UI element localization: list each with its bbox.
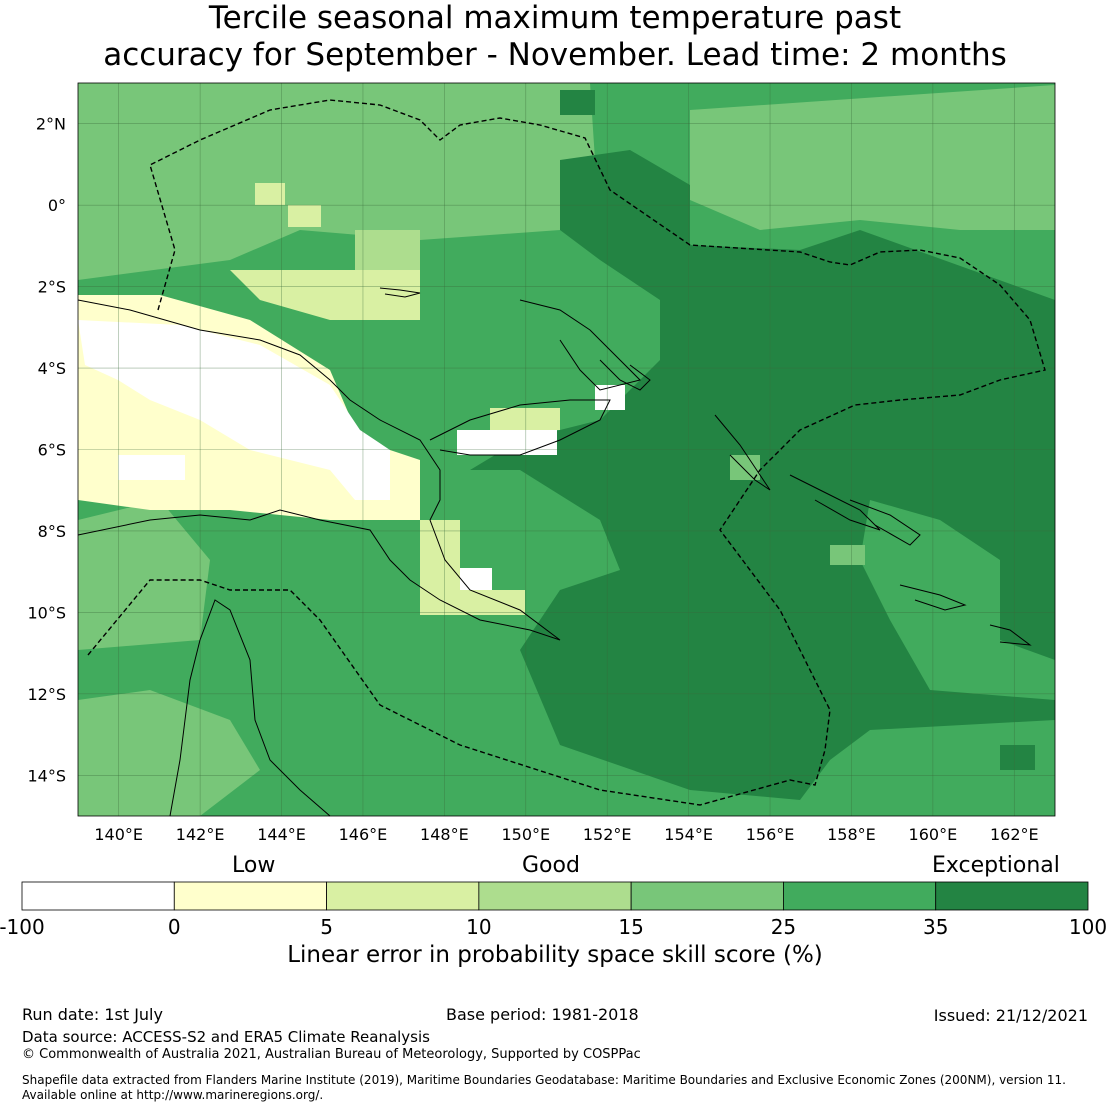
coastline-solomons-1	[789, 474, 881, 531]
field-cell-low-3	[490, 408, 560, 430]
field-zone-moderate-south	[78, 690, 260, 816]
coastline-australia	[169, 599, 331, 817]
colorbar-tick-label: -100	[0, 915, 45, 939]
colorbar-tick-label: 35	[923, 915, 948, 939]
colorbar-caption-good: Good	[522, 853, 580, 878]
colorbar-ticks: -100 0 5 10 15 25 35 100	[0, 915, 1107, 939]
run-date: Run date: 1st July	[22, 1005, 163, 1024]
coastline-new-guinea	[77, 299, 561, 641]
lon-tick-label: 154°E	[664, 825, 713, 844]
lon-tick-label: 144°E	[257, 825, 306, 844]
field-cell-negative-2	[457, 430, 557, 455]
eez-png	[87, 99, 1046, 806]
lon-tick-label: 162°E	[990, 825, 1039, 844]
field-cell-negative-1	[118, 455, 185, 480]
lon-tick-label: 142°E	[176, 825, 225, 844]
lon-tick-label: 160°E	[909, 825, 958, 844]
copyright-notice: © Commonwealth of Australia 2021, Austra…	[22, 1047, 641, 1062]
title-line-1: Tercile seasonal maximum temperature pas…	[208, 0, 902, 36]
lon-tick-label: 140°E	[94, 825, 143, 844]
colorbar-caption-exceptional: Exceptional	[932, 853, 1060, 878]
graticule	[78, 83, 1055, 816]
lat-tick-label: 12°S	[27, 685, 66, 704]
colorbar	[21, 881, 1089, 911]
field-cell-negative-3	[595, 385, 625, 410]
eez-boundaries	[87, 99, 1046, 806]
lon-tick-label: 150°E	[501, 825, 550, 844]
title-line-2: accuracy for September - November. Lead …	[103, 37, 1007, 73]
lon-tick-label: 146°E	[339, 825, 388, 844]
coastline-new-ireland	[599, 359, 651, 391]
field-cell-low-2	[288, 205, 321, 227]
map-frame	[77, 82, 1056, 817]
field-cell-mod-2	[830, 545, 865, 565]
lat-tick-label: 10°S	[27, 603, 66, 622]
colorbar-segment	[478, 881, 632, 911]
field-cell-negative-4	[457, 568, 492, 590]
longitude-ticks: 140°E 142°E 144°E 146°E 148°E 150°E 152°E 154°E…	[94, 825, 1038, 844]
colorbar-segment	[935, 881, 1089, 911]
base-period: Base period: 1981-2018	[446, 1005, 639, 1024]
coastline-admiralty	[379, 287, 421, 298]
colorbar-tick-label: 15	[618, 915, 643, 939]
field-zone-moderate-north	[78, 83, 595, 280]
lat-tick-label: 2°S	[38, 278, 66, 297]
coastline-new-britain	[519, 299, 641, 391]
field-cell-exceptional-se	[1000, 745, 1035, 770]
colorbar-label: Linear error in probability space skill …	[287, 942, 823, 968]
colorbar-tick-label: 5	[320, 915, 333, 939]
colorbar-tick-label: 25	[771, 915, 796, 939]
coastline-bougainville	[714, 414, 771, 491]
lat-tick-label: 0°	[48, 196, 66, 215]
lon-tick-label: 158°E	[827, 825, 876, 844]
field-cell-low-1	[255, 183, 285, 205]
field-cell-exceptional-n	[560, 90, 595, 115]
colorbar-tick-label: 0	[168, 915, 181, 939]
latitude-ticks: 2°N 0° 2°S 4°S 6°S 8°S 10°S 12°S 14°S	[27, 115, 66, 786]
lat-tick-label: 2°N	[36, 115, 66, 134]
data-source: Data source: ACCESS-S2 and ERA5 Climate …	[22, 1028, 430, 1046]
shapefile-credit-2: Available online at http://www.marinereg…	[22, 1088, 324, 1102]
coastline-solomons-4	[989, 624, 1032, 646]
field-zone-low-5-10	[230, 270, 420, 320]
shapefile-credit-1: Shapefile data extracted from Flanders M…	[22, 1073, 1066, 1087]
lon-tick-label: 152°E	[583, 825, 632, 844]
coastlines	[77, 287, 1032, 817]
coastline-north-png	[429, 399, 611, 456]
lat-tick-label: 8°S	[38, 522, 66, 541]
colorbar-caption-low: Low	[232, 853, 276, 878]
field-zone-negative	[78, 320, 390, 500]
colorbar-tick-label: 100	[1069, 915, 1107, 939]
colorbar-segment	[783, 881, 937, 911]
lat-tick-label: 14°S	[27, 766, 66, 785]
coastline-solomons-3	[899, 584, 967, 611]
field-zone-low-10-15	[355, 230, 420, 270]
coastline-solomons-2	[849, 499, 921, 546]
field-zone-high-solomons	[860, 500, 1055, 700]
colorbar-segment	[173, 881, 327, 911]
lat-tick-label: 6°S	[38, 441, 66, 460]
field-zone-low-5-10-b	[420, 520, 525, 615]
lon-tick-label: 156°E	[746, 825, 795, 844]
field-zone-moderate-northeast	[690, 85, 1055, 230]
lon-tick-label: 148°E	[420, 825, 469, 844]
colorbar-tick-label: 10	[466, 915, 491, 939]
lat-tick-label: 4°S	[38, 359, 66, 378]
map-title: Tercile seasonal maximum temperature pas…	[0, 0, 1110, 74]
colorbar-segment	[630, 881, 784, 911]
issued-date: Issued: 21/12/2021	[933, 1006, 1088, 1025]
colorbar-segment	[21, 881, 175, 911]
colorbar-segment	[326, 881, 480, 911]
